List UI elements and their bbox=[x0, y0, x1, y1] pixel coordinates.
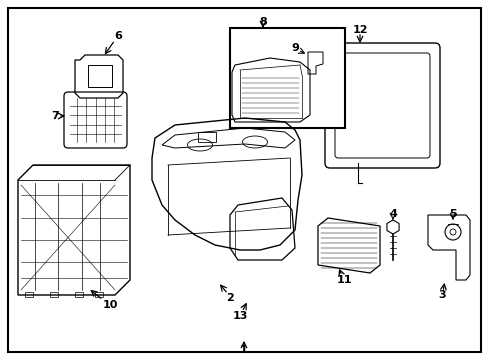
Text: 6: 6 bbox=[114, 31, 122, 41]
Text: 9: 9 bbox=[290, 43, 298, 53]
Text: 3: 3 bbox=[437, 290, 445, 300]
Text: 2: 2 bbox=[225, 293, 233, 303]
Text: 11: 11 bbox=[336, 275, 351, 285]
Text: 5: 5 bbox=[448, 209, 456, 219]
Text: 4: 4 bbox=[388, 209, 396, 219]
Text: 7: 7 bbox=[51, 111, 59, 121]
Bar bbox=[75, 292, 83, 297]
Bar bbox=[88, 65, 112, 87]
Text: 10: 10 bbox=[102, 300, 118, 310]
Text: 1: 1 bbox=[240, 345, 247, 355]
Bar bbox=[95, 292, 103, 297]
Text: 8: 8 bbox=[259, 17, 266, 27]
Bar bbox=[25, 292, 33, 297]
Text: 13: 13 bbox=[232, 311, 247, 321]
Bar bbox=[50, 292, 58, 297]
Bar bbox=[229, 28, 345, 128]
Text: 12: 12 bbox=[351, 25, 367, 35]
Bar bbox=[198, 132, 216, 142]
